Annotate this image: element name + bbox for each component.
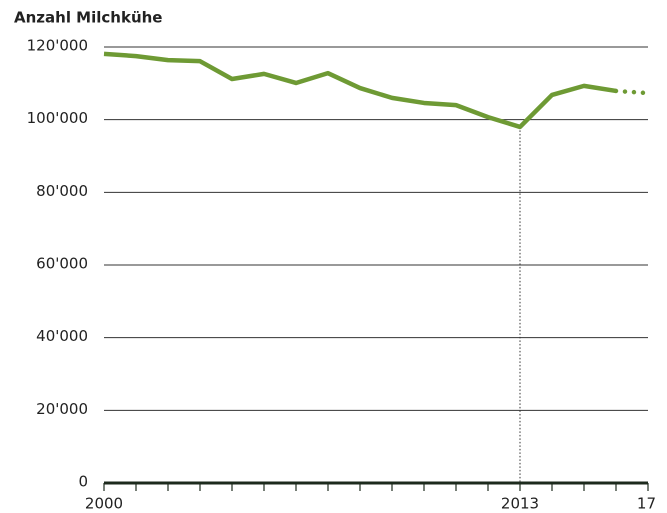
series-line bbox=[103, 51, 617, 130]
y-tick-label: 60'000 bbox=[36, 255, 88, 273]
y-tick-label: 0 bbox=[78, 473, 88, 491]
x-tick-label: 2000 bbox=[85, 495, 123, 513]
y-tick-label: 20'000 bbox=[36, 400, 88, 418]
x-tick-label: 2013 bbox=[501, 495, 539, 513]
y-tick-label: 80'000 bbox=[36, 182, 88, 200]
y-tick-label: 100'000 bbox=[27, 109, 88, 127]
x-tick-label: 17 bbox=[637, 495, 656, 513]
y-tick-label: 40'000 bbox=[36, 327, 88, 345]
chart-title: Anzahl Milchkühe bbox=[14, 9, 162, 27]
series-line bbox=[613, 88, 651, 96]
y-tick-label: 120'000 bbox=[27, 37, 88, 55]
